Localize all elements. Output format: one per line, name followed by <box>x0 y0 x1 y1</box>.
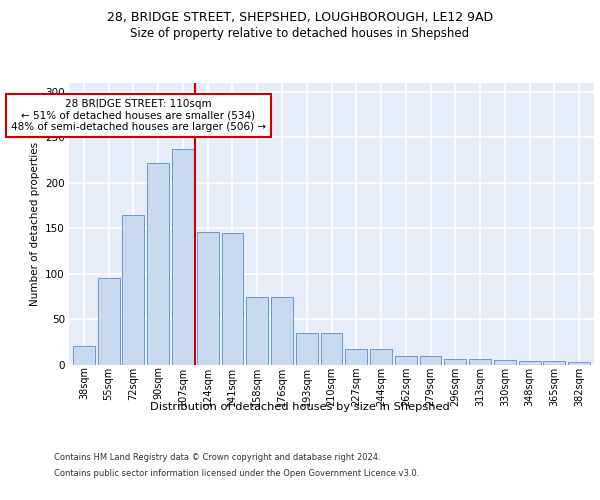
Bar <box>197 232 218 365</box>
Bar <box>568 362 590 365</box>
Bar <box>247 296 268 365</box>
Bar <box>98 278 119 365</box>
Bar <box>271 296 293 365</box>
Bar <box>296 333 317 365</box>
Bar <box>395 356 416 365</box>
Text: Contains public sector information licensed under the Open Government Licence v3: Contains public sector information licen… <box>54 469 419 478</box>
Text: 28 BRIDGE STREET: 110sqm
← 51% of detached houses are smaller (534)
48% of semi-: 28 BRIDGE STREET: 110sqm ← 51% of detach… <box>11 99 266 132</box>
Bar <box>172 149 194 365</box>
Bar <box>320 333 343 365</box>
Bar <box>419 356 442 365</box>
Bar <box>370 348 392 365</box>
Bar <box>73 346 95 365</box>
Bar <box>221 233 244 365</box>
Bar <box>346 348 367 365</box>
Bar <box>494 360 516 365</box>
Bar <box>519 362 541 365</box>
Text: 28, BRIDGE STREET, SHEPSHED, LOUGHBOROUGH, LE12 9AD: 28, BRIDGE STREET, SHEPSHED, LOUGHBOROUG… <box>107 12 493 24</box>
Bar <box>445 358 466 365</box>
Bar <box>469 358 491 365</box>
Text: Contains HM Land Registry data © Crown copyright and database right 2024.: Contains HM Land Registry data © Crown c… <box>54 452 380 462</box>
Bar <box>147 162 169 365</box>
Text: Distribution of detached houses by size in Shepshed: Distribution of detached houses by size … <box>150 402 450 412</box>
Bar <box>122 214 144 365</box>
Bar <box>544 362 565 365</box>
Y-axis label: Number of detached properties: Number of detached properties <box>29 142 40 306</box>
Text: Size of property relative to detached houses in Shepshed: Size of property relative to detached ho… <box>130 28 470 40</box>
